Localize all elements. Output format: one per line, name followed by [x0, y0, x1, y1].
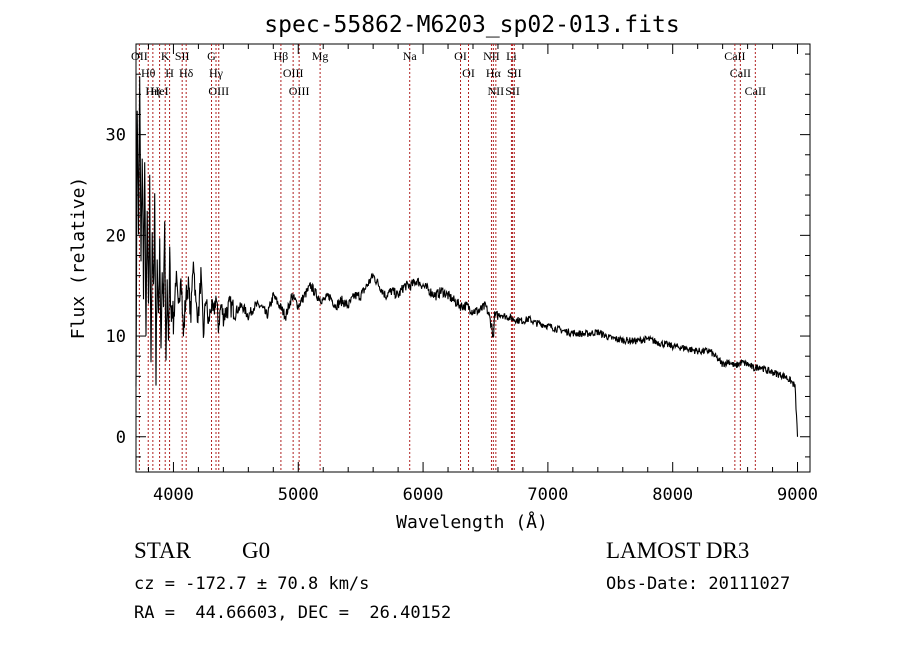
observation-date: Obs-Date: 20111027: [606, 574, 791, 594]
line-label-25: CaII: [730, 66, 751, 80]
line-label-8: G: [207, 49, 216, 63]
x-tick-label-0: 4000: [153, 485, 194, 505]
x-axis: 4000 5000 6000 7000 8000 9000: [147, 44, 818, 505]
line-label-5: H: [165, 66, 174, 80]
line-label-6: SII: [175, 49, 190, 63]
line-label-15: Na: [403, 49, 418, 63]
x-tick-label-5: 9000: [777, 485, 818, 505]
x-tick-label-1: 5000: [278, 485, 319, 505]
line-label-19: Hα: [486, 66, 502, 80]
line-label-20: NII: [488, 84, 505, 98]
y-tick-label-3: 30: [106, 126, 126, 146]
x-axis-label: Wavelength (Å): [396, 511, 548, 533]
line-label-1: Hθ: [141, 66, 156, 80]
line-label-22: SII: [505, 84, 520, 98]
y-axis-label: Flux (relative): [68, 177, 89, 340]
line-label-9: Hγ: [209, 66, 224, 80]
line-label-4: K: [161, 49, 170, 63]
y-axis: 0 10 20 30: [106, 53, 810, 458]
line-label-18: NII: [483, 49, 500, 63]
y-tick-label-0: 0: [116, 428, 126, 448]
line-label-21: Li: [506, 49, 517, 63]
line-label-3: HeI: [151, 84, 169, 98]
line-label-0: OII: [131, 49, 148, 63]
chart-title: spec-55862-M6203_sp02-013.fits: [264, 12, 679, 38]
line-label-7: Hδ: [179, 66, 194, 80]
line-label-12: OIII: [283, 66, 304, 80]
spectral-line-markers: [138, 44, 756, 472]
survey-name: LAMOST DR3: [606, 538, 750, 563]
y-tick-label-1: 10: [106, 327, 126, 347]
line-label-14: Mg: [312, 49, 329, 63]
line-label-11: Hβ: [274, 49, 289, 63]
line-label-23: SII: [507, 66, 522, 80]
line-label-24: CaII: [724, 49, 745, 63]
object-class: STAR: [134, 538, 191, 563]
x-tick-label-2: 6000: [403, 485, 444, 505]
coordinates: RA = 44.66603, DEC = 26.40152: [134, 603, 452, 623]
plot-frame: [135, 43, 811, 473]
line-label-10: OIII: [208, 84, 229, 98]
line-label-17: OI: [462, 66, 475, 80]
line-label-26: CaII: [745, 84, 766, 98]
line-label-16: OI: [454, 49, 467, 63]
line-label-2: Hη: [145, 84, 160, 98]
object-subclass: G0: [242, 538, 271, 563]
spectrum-series: [135, 76, 799, 437]
redshift-velocity: cz = -172.7 ± 70.8 km/s: [134, 574, 370, 594]
x-tick-label-4: 8000: [652, 485, 693, 505]
y-tick-label-2: 20: [106, 226, 126, 246]
line-label-13: OIII: [289, 84, 310, 98]
x-tick-label-3: 7000: [527, 485, 568, 505]
